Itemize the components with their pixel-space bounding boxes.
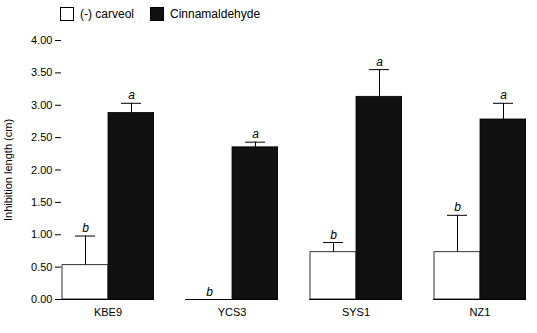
svg-text:4.00: 4.00 [31, 34, 52, 46]
svg-text:Inhibition length (cm): Inhibition length (cm) [2, 119, 14, 221]
svg-text:0.00: 0.00 [31, 293, 52, 305]
svg-text:2.00: 2.00 [31, 164, 52, 176]
svg-text:a: a [252, 127, 259, 141]
svg-text:NZ1: NZ1 [470, 306, 491, 318]
svg-text:a: a [128, 88, 135, 102]
svg-text:1.50: 1.50 [31, 196, 52, 208]
svg-text:1.00: 1.00 [31, 228, 52, 240]
svg-text:3.50: 3.50 [31, 66, 52, 78]
svg-text:a: a [500, 88, 507, 102]
html-text:(-) carveol: (-) carveol [80, 7, 134, 21]
svg-text:YCS3: YCS3 [218, 306, 247, 318]
svg-text:0.50: 0.50 [31, 261, 52, 273]
svg-text:a: a [376, 55, 383, 69]
svg-text:3.00: 3.00 [31, 99, 52, 111]
html-text:Cinnamaldehyde: Cinnamaldehyde [170, 7, 261, 21]
svg-text:b: b [454, 200, 461, 214]
svg-text:b: b [82, 221, 89, 235]
svg-text:b: b [330, 228, 337, 242]
svg-text:SYS1: SYS1 [342, 306, 370, 318]
svg-text:b: b [206, 285, 213, 299]
svg-text:2.50: 2.50 [31, 131, 52, 143]
svg-text:KBE9: KBE9 [94, 306, 122, 318]
